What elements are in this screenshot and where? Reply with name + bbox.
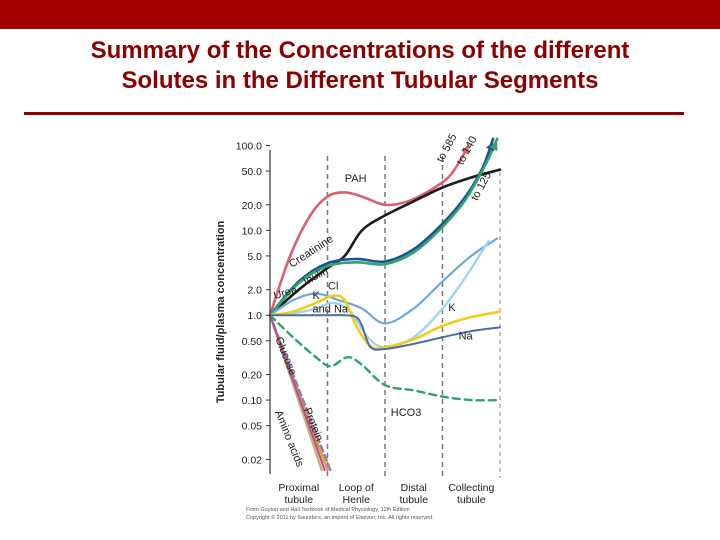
segment-label: Loop of <box>339 482 374 494</box>
series-line-creatinine <box>268 168 502 317</box>
y-tick-label: 0.05 <box>242 421 263 433</box>
y-tick-label: 100.0 <box>236 141 262 153</box>
series-label-protein: Protein <box>301 406 325 443</box>
segment-label: Collecting <box>448 482 494 494</box>
y-tick-label: 0.10 <box>242 395 263 407</box>
arrowhead-icon <box>489 142 498 152</box>
segment-label: Henle <box>343 494 371 506</box>
series-line-k-and-na <box>269 314 501 351</box>
series-line-k <box>268 239 490 349</box>
annotation-label: and Na <box>313 303 349 315</box>
segment-label: tubule <box>284 494 313 506</box>
series-label-amino-acids: Amino acids <box>272 409 306 470</box>
segment-label: tubule <box>457 494 486 506</box>
series-label-k-and-na: Na <box>459 330 474 342</box>
series-label-cl: Cl <box>328 281 338 293</box>
series-line-pah <box>268 144 470 317</box>
series-labels: PAHCreatinineInulinUreaKClNaHCO3GlucoseA… <box>272 132 494 469</box>
y-tick-label: 0.02 <box>242 454 263 466</box>
y-tick-label: 10.0 <box>242 225 263 237</box>
segment-label: Proximal <box>278 482 319 494</box>
source-line-2: Copyright © 2011 by Saunders, an imprint… <box>246 514 434 521</box>
slide-title: Summary of the Concentrations of the dif… <box>30 36 690 96</box>
y-tick-label: 0.50 <box>242 336 263 348</box>
y-tick-label: 50.0 <box>242 166 263 178</box>
y-tick-label: 2.0 <box>247 285 262 297</box>
segment-boundaries <box>326 156 501 478</box>
y-tick-label: 20.0 <box>242 200 263 212</box>
series-label-pah: PAH <box>345 173 367 185</box>
series-line-protein <box>268 314 332 472</box>
series-line-urea <box>268 237 499 325</box>
series-line-hco3 <box>268 314 502 402</box>
segment-label: tubule <box>399 494 428 506</box>
y-axis-label: Tubular fluid/plasma concentration <box>215 220 227 403</box>
series-line-to-125-green <box>268 137 499 317</box>
series-label-hco3: HCO3 <box>391 407 422 419</box>
series-label-k: K <box>448 302 456 314</box>
segment-label: Distal <box>401 482 427 494</box>
y-tick-label: 0.20 <box>242 370 263 382</box>
title-underline <box>24 112 684 115</box>
series-label-glucose: Glucose <box>272 335 298 377</box>
source-line-1: From Guyton and Hall Textbook of Medical… <box>246 507 410 513</box>
arrowhead-icon <box>485 142 495 152</box>
series-line-cl <box>268 294 502 350</box>
slide-title-line-2: Solutes in the Different Tubular Segment… <box>121 67 599 94</box>
y-axis: 100.0 50.0 20.0 10.0 5.0 2.0 1.0 0.50 0.20 0.10 0.… <box>236 141 495 506</box>
top-accent-bar <box>0 0 720 29</box>
series-line-protein-magenta <box>269 314 326 471</box>
arrowhead-icon <box>460 145 469 155</box>
annotation-label: K <box>313 290 321 302</box>
slide-title-line-1: Summary of the Concentrations of the dif… <box>90 37 630 64</box>
y-tick-label: 5.0 <box>247 251 262 263</box>
y-tick-label: 1.0 <box>247 310 262 322</box>
chart-series <box>268 137 502 472</box>
